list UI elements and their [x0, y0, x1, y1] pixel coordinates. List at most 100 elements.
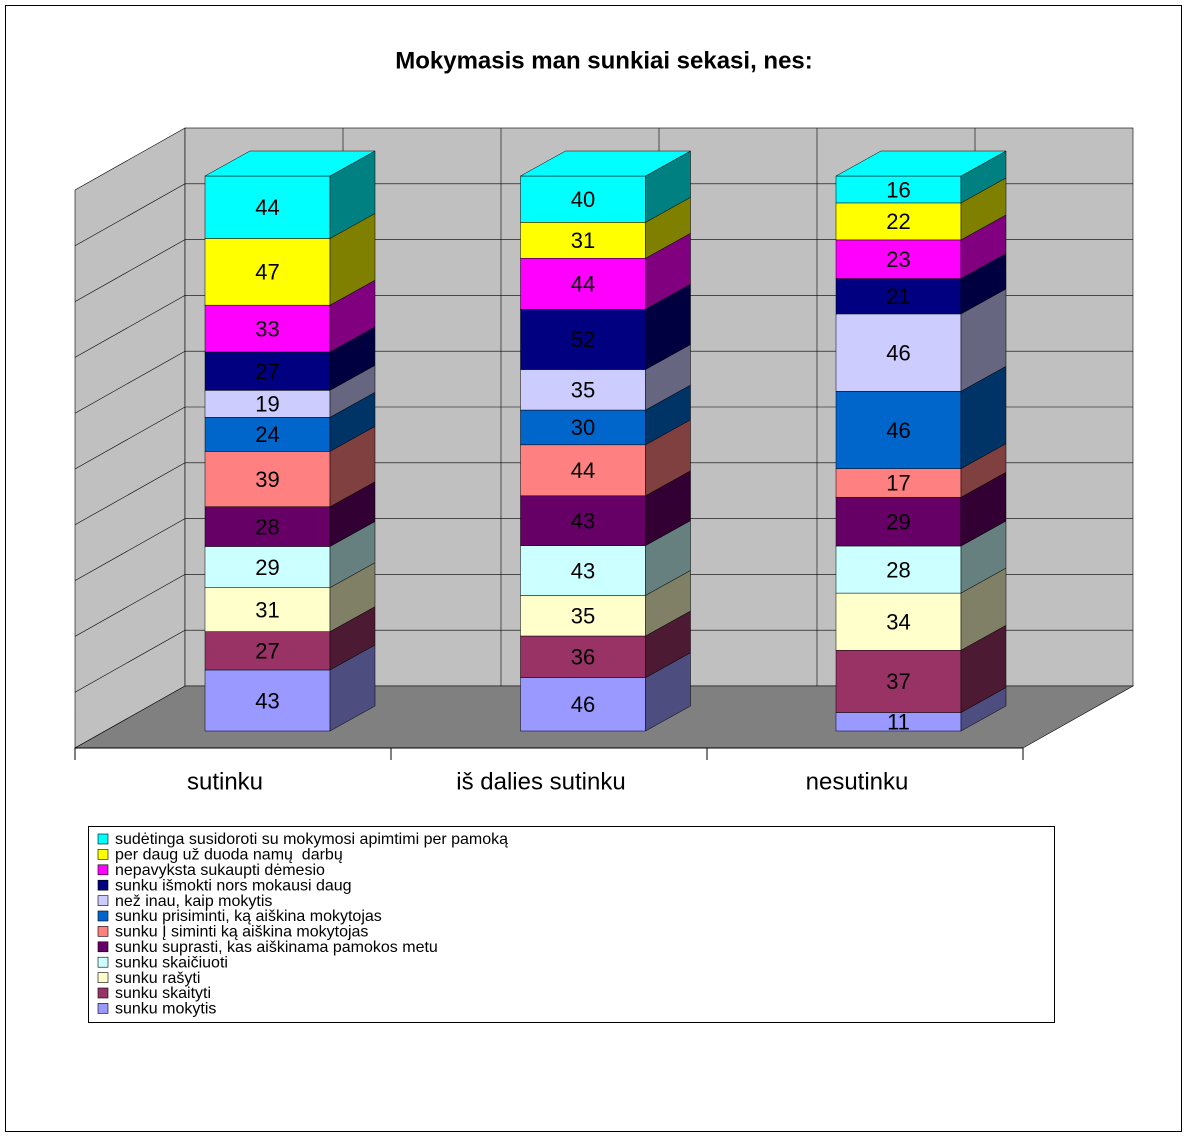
bar-segment	[204, 451, 331, 507]
legend-label: sunku prisiminti, ką aiškina mokytojas	[115, 908, 382, 925]
legend-swatch	[97, 910, 109, 922]
legend-label: sunku suprasti, kas aiškinama pamokos me…	[115, 939, 438, 956]
legend-label: sudėtinga susidoroti su mokymosi apimtim…	[115, 831, 508, 848]
data-label: 46	[886, 418, 910, 443]
data-label: 44	[255, 195, 279, 220]
data-label: 16	[886, 177, 910, 202]
bar-segment	[835, 313, 962, 392]
bar-segment	[520, 308, 646, 370]
legend-box	[88, 826, 1055, 1023]
bar-segment	[835, 650, 962, 713]
bar-top	[204, 150, 376, 177]
bar-segment	[835, 175, 962, 204]
data-label: 17	[886, 471, 910, 496]
bar-top	[519, 150, 692, 177]
bar-segment	[204, 175, 331, 239]
data-label: 27	[255, 639, 279, 664]
data-label: 37	[886, 669, 910, 694]
bar-segment	[835, 391, 962, 469]
bar-segment	[204, 546, 331, 588]
data-label: 24	[255, 422, 279, 447]
data-label: 43	[571, 509, 595, 534]
chart-title: Mokymasis man sunkiai sekasi, nes:	[395, 47, 813, 74]
data-label: 23	[886, 247, 910, 272]
data-label: 28	[255, 514, 279, 539]
legend-label: sunku skaityti	[115, 985, 211, 1002]
data-label: 44	[571, 272, 595, 297]
legend-swatch	[97, 833, 109, 845]
legend-label: sunku skaičiuoti	[115, 954, 228, 971]
data-label: 21	[886, 284, 910, 309]
legend-swatch	[97, 956, 109, 968]
bar-segment	[204, 304, 331, 353]
grid-line	[74, 239, 186, 302]
x-tick-label: nesutinku	[806, 768, 909, 795]
data-label: 36	[571, 645, 595, 670]
bar-segment	[204, 631, 331, 671]
bar-segment	[204, 351, 331, 391]
data-label: 31	[571, 228, 595, 253]
data-label: 11	[887, 710, 910, 735]
bar-segment	[520, 258, 646, 310]
bar-segment	[520, 175, 646, 223]
legend-label: nepavyksta sukaupti dėmesio	[115, 862, 325, 879]
bar-segment	[835, 545, 962, 594]
data-label: 47	[255, 260, 279, 285]
bar-segment	[835, 468, 962, 498]
data-label: 19	[255, 392, 279, 417]
data-label: 31	[255, 597, 279, 622]
bar-segment	[204, 587, 331, 632]
data-label: 43	[571, 558, 595, 583]
data-label: 52	[571, 327, 595, 352]
bar-segment	[520, 545, 646, 596]
data-label: 33	[255, 316, 279, 341]
bar-segment	[520, 444, 646, 497]
data-label: 35	[571, 378, 595, 403]
bar-segment	[835, 278, 962, 315]
data-label: 34	[886, 609, 910, 634]
bar-segment	[520, 677, 646, 732]
grid-line	[74, 518, 186, 581]
grid-line	[74, 295, 186, 358]
bar-segment	[520, 495, 646, 546]
bar-segment	[204, 390, 331, 418]
grid-line	[74, 183, 186, 247]
data-label: 22	[886, 209, 910, 234]
legend-swatch	[97, 941, 109, 953]
bar-top	[835, 150, 1007, 177]
legend-label: sunku mokytis	[115, 1001, 216, 1018]
bar-segment	[204, 506, 331, 547]
bar-segment	[835, 496, 962, 547]
bar-segment	[835, 239, 962, 279]
data-label: 29	[886, 509, 910, 534]
grid-line	[74, 350, 186, 414]
legend-label: per daug už duoda namų darbų	[115, 847, 343, 864]
x-tick-label: sutinku	[187, 768, 263, 795]
data-label: 29	[255, 555, 279, 580]
data-label: 43	[255, 688, 279, 713]
grid-line	[74, 574, 186, 637]
legend-swatch	[97, 895, 109, 906]
bar-segment	[204, 417, 331, 452]
legend-label: než inau, kaip mokytis	[115, 893, 272, 910]
bar-segment	[520, 595, 646, 637]
legend-label: sunku Į siminti ką aiškina mokytojas	[115, 924, 368, 941]
bar-segment	[204, 669, 331, 732]
legend-swatch	[97, 864, 109, 876]
legend-swatch	[97, 1003, 109, 1014]
data-label: 44	[571, 458, 595, 483]
data-label: 35	[571, 604, 595, 629]
data-label: 30	[571, 415, 595, 440]
data-label: 40	[571, 187, 595, 212]
grid-line	[74, 406, 186, 470]
data-label: 46	[571, 692, 595, 717]
legend-swatch	[97, 972, 109, 983]
grid-line	[74, 462, 186, 526]
legend-swatch	[97, 849, 109, 860]
data-label: 27	[255, 359, 279, 384]
data-label: 46	[886, 340, 910, 365]
data-label: 39	[255, 467, 279, 492]
grid-line	[74, 629, 186, 693]
bar-segment	[520, 369, 646, 411]
